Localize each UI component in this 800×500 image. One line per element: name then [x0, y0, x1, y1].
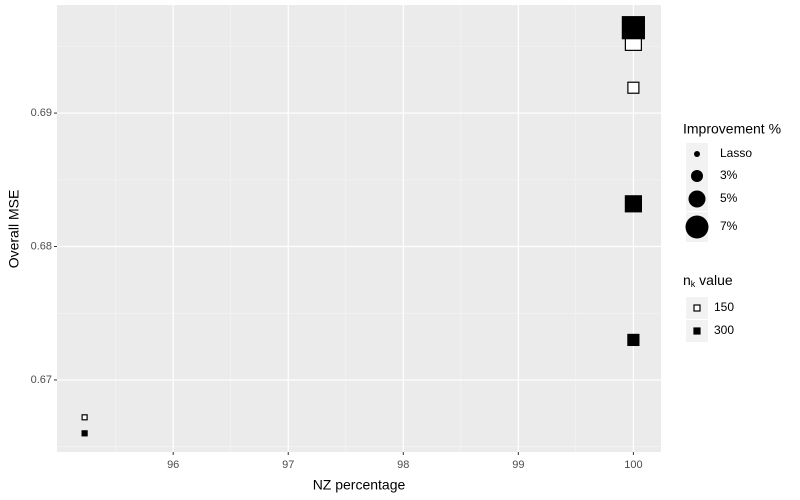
legend-title-part: value: [695, 272, 733, 288]
legend-key: [691, 170, 703, 182]
legend-title-part: k: [691, 279, 696, 289]
x-tick-label: 98: [397, 459, 409, 471]
y-tick-label: 0.69: [31, 107, 52, 119]
point: [621, 16, 645, 40]
legend-label: 300: [714, 323, 734, 337]
legend-key: [688, 190, 706, 208]
x-tick-label: 96: [167, 459, 179, 471]
point: [627, 81, 640, 94]
x-tick-label: 100: [624, 459, 642, 471]
point: [81, 430, 88, 437]
legend-title: nk value: [683, 272, 733, 290]
legend-label: 3%: [720, 168, 738, 182]
y-axis-title: Overall MSE: [6, 190, 22, 269]
legend-label: Lasso: [720, 146, 752, 160]
legend-key: [685, 215, 709, 239]
legend-key: [693, 304, 701, 312]
point: [627, 333, 640, 347]
plot-panel: [57, 5, 661, 452]
y-tick-label: 0.67: [31, 374, 52, 386]
point: [81, 414, 88, 421]
x-tick-label: 97: [282, 459, 294, 471]
legend-key: [694, 151, 700, 157]
legend-label: 5%: [720, 191, 738, 205]
legend-key: [693, 327, 701, 335]
legend-title-part: n: [683, 272, 691, 288]
legend-title: Improvement %: [683, 121, 781, 137]
legend-label: 150: [714, 300, 734, 314]
legend-label: 7%: [720, 219, 738, 233]
x-axis-title: NZ percentage: [313, 477, 406, 493]
x-tick-label: 99: [512, 459, 524, 471]
y-tick-label: 0.68: [31, 240, 52, 252]
point: [624, 195, 642, 213]
